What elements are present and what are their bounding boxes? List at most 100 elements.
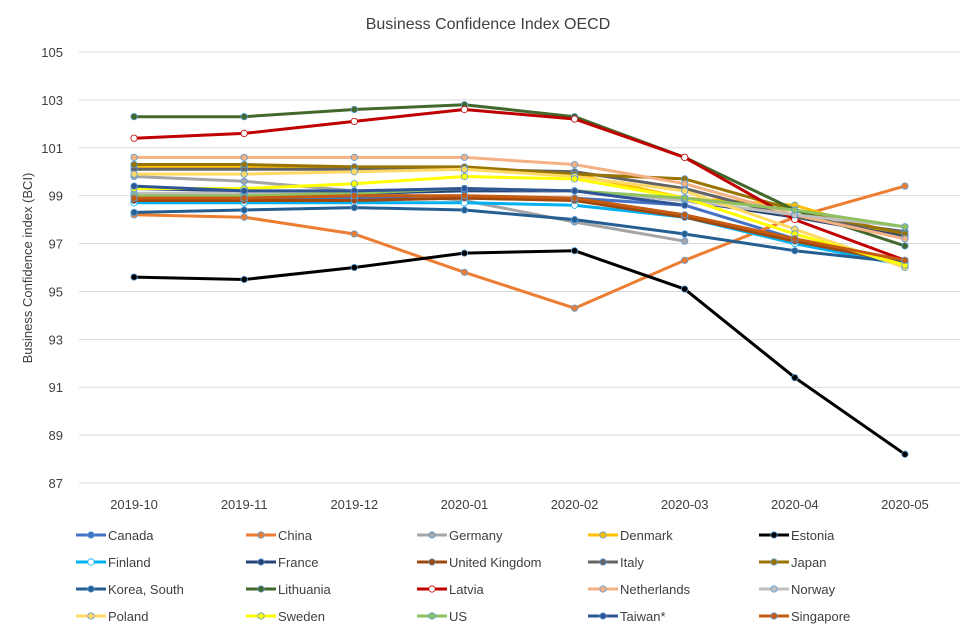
- data-point: [901, 450, 909, 458]
- data-point: [460, 192, 469, 200]
- data-point: [350, 204, 358, 212]
- legend-item: Latvia: [417, 582, 484, 597]
- legend-label: Sweden: [278, 609, 325, 624]
- legend-item: Lithuania: [246, 582, 332, 597]
- y-axis-ticks: 87 89 91 93 95 97 99 101 103 105: [41, 45, 63, 491]
- data-point: [681, 285, 689, 293]
- data-point: [350, 263, 358, 272]
- data-point: [130, 182, 138, 190]
- legend-label: Japan: [791, 555, 826, 570]
- data-point: [350, 168, 358, 176]
- data-point: [130, 134, 138, 142]
- legend-label: United Kingdom: [449, 555, 542, 570]
- series-netherlands: [130, 153, 909, 243]
- series-line: [132, 175, 907, 267]
- legend-label: France: [278, 555, 318, 570]
- x-tick-label: 2019-12: [330, 497, 378, 512]
- legend-swatch-marker: [770, 585, 778, 593]
- x-tick-label: 2019-10: [110, 497, 158, 512]
- series-line: [132, 163, 907, 236]
- y-tick-label: 99: [49, 189, 63, 204]
- series-poland: [130, 165, 909, 272]
- legend-swatch-marker: [770, 612, 778, 620]
- legend-swatch-marker: [87, 612, 95, 620]
- legend-item: Singapore: [759, 609, 850, 624]
- data-point: [240, 187, 248, 195]
- legend-swatch-marker: [599, 585, 607, 593]
- data-point: [130, 194, 138, 202]
- x-axis-ticks: 2019-10 2019-11 2019-12 2020-01 2020-02 2020-…: [110, 497, 929, 512]
- data-point: [901, 242, 909, 250]
- data-point: [901, 182, 909, 190]
- y-tick-label: 101: [41, 141, 63, 156]
- x-tick-label: 2020-04: [771, 497, 819, 512]
- data-point: [130, 208, 138, 217]
- data-point: [350, 105, 358, 114]
- legend-label: Germany: [449, 528, 503, 543]
- data-point: [570, 187, 579, 195]
- data-point: [681, 153, 689, 161]
- series-line: [132, 206, 907, 265]
- legend-item: Norway: [759, 582, 836, 597]
- data-point: [240, 275, 248, 284]
- legend-label: Latvia: [449, 582, 484, 597]
- legend-swatch-marker: [257, 585, 265, 593]
- y-tick-label: 87: [49, 476, 63, 491]
- legend-label: Denmark: [620, 528, 673, 543]
- data-point: [460, 249, 469, 257]
- series-line: [132, 155, 907, 241]
- series-line: [132, 196, 907, 265]
- legend-item: Estonia: [759, 528, 835, 543]
- legend-item: Taiwan*: [588, 609, 666, 624]
- data-point: [460, 105, 469, 114]
- data-point: [681, 256, 689, 264]
- y-tick-label: 93: [49, 332, 63, 347]
- data-point: [901, 223, 909, 231]
- data-point: [350, 230, 358, 238]
- y-tick-label: 103: [41, 93, 63, 108]
- legend-swatch-marker: [257, 558, 265, 566]
- data-point: [791, 206, 799, 214]
- x-tick-label: 2020-03: [661, 497, 709, 512]
- y-axis-title: Business Confidence index (BCI): [20, 173, 35, 364]
- x-tick-label: 2020-02: [551, 497, 599, 512]
- legend-label: Singapore: [791, 609, 850, 624]
- data-point: [681, 211, 689, 219]
- series-line: [132, 184, 687, 207]
- data-point: [460, 184, 469, 193]
- legend-swatch-marker: [428, 612, 436, 620]
- legend-label: Netherlands: [620, 582, 691, 597]
- data-point: [460, 153, 469, 161]
- data-point: [570, 216, 579, 224]
- y-tick-label: 91: [49, 380, 63, 395]
- data-point: [130, 153, 138, 161]
- series-line: [132, 194, 907, 262]
- chart-title: Business Confidence Index OECD: [366, 16, 611, 33]
- legend-swatch-marker: [428, 531, 436, 539]
- data-point: [350, 117, 358, 126]
- data-point: [570, 194, 579, 202]
- data-point: [460, 268, 469, 276]
- legend-swatch-marker: [599, 612, 607, 620]
- legend-swatch-marker: [428, 558, 436, 566]
- data-point: [570, 304, 579, 312]
- data-point: [240, 129, 248, 138]
- series-singapore: [130, 192, 909, 264]
- data-point: [791, 235, 799, 243]
- legend-item: Germany: [417, 528, 503, 543]
- data-point: [570, 175, 579, 183]
- legend-item: Japan: [759, 555, 826, 570]
- legend-item: US: [417, 609, 467, 624]
- y-tick-label: 89: [49, 428, 63, 443]
- legend-item: France: [246, 555, 318, 570]
- legend: Canada China Germany Denmark Estonia Finland F…: [76, 528, 850, 624]
- legend-item: Denmark: [588, 528, 673, 543]
- legend-label: Norway: [791, 582, 836, 597]
- data-point: [681, 230, 689, 238]
- data-point: [240, 170, 248, 178]
- legend-label: Poland: [108, 609, 148, 624]
- legend-swatch-marker: [599, 531, 607, 539]
- legend-item: Poland: [76, 609, 148, 624]
- series-line: [132, 249, 907, 456]
